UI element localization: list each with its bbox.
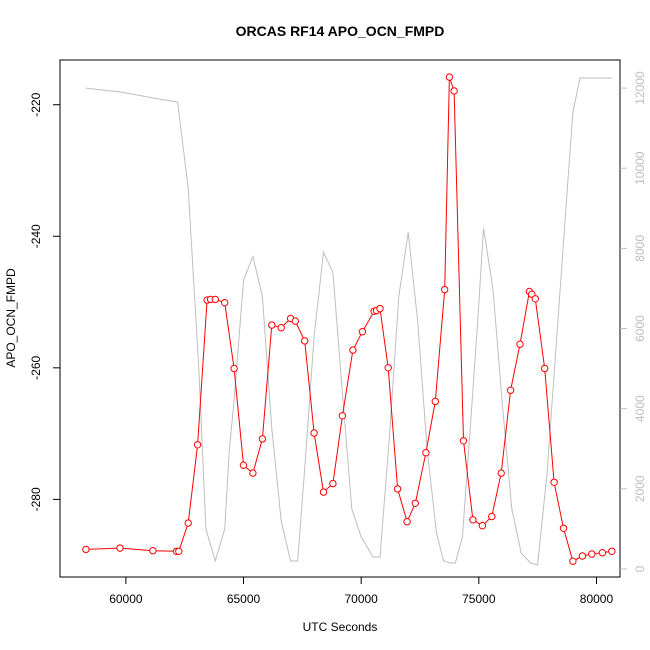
data-point (578, 552, 587, 560)
data-point (376, 304, 384, 313)
data-point (384, 364, 392, 372)
y-tick-label: -220 (29, 92, 43, 116)
y-tick-label: -280 (29, 487, 43, 511)
data-point (277, 324, 285, 332)
data-point (310, 429, 318, 437)
data-point (559, 524, 568, 532)
x-tick-label: 65000 (227, 592, 261, 606)
data-point (116, 544, 124, 552)
y2-tick-label: 2000 (633, 475, 647, 502)
x-tick-label: 80000 (580, 592, 614, 606)
data-point (450, 87, 458, 95)
data-point (445, 73, 454, 81)
y2-tick-label: 8000 (633, 235, 647, 262)
data-point (393, 485, 402, 493)
data-point (221, 299, 229, 307)
data-point (478, 522, 487, 530)
data-point (497, 469, 505, 477)
y2-tick-label: 4000 (633, 395, 647, 422)
y2-tick-label: 12000 (633, 71, 647, 105)
data-point (588, 550, 596, 558)
y-axis-label: APO_OCN_FMPD (4, 268, 18, 368)
data-point (175, 547, 183, 555)
x-tick-label: 75000 (462, 592, 496, 606)
data-point (230, 364, 238, 373)
data-point (459, 437, 468, 445)
data-point (349, 346, 357, 354)
data-point (291, 317, 299, 325)
data-point (531, 295, 539, 303)
data-point (193, 441, 202, 449)
plot-layer: 60000 65000 70000 75000 80000-280-260-240-22… (29, 59, 647, 606)
plot-frame (59, 59, 621, 578)
data-point (608, 547, 616, 555)
data-point (82, 545, 90, 554)
data-point (149, 547, 157, 555)
data-point (211, 295, 220, 304)
data-point (422, 449, 430, 457)
y-tick-label: -240 (29, 224, 43, 248)
data-point (506, 386, 515, 394)
data-point (319, 488, 328, 496)
y2-tick-label: 0 (633, 565, 647, 572)
data-point (268, 321, 276, 329)
data-point (598, 549, 607, 557)
data-point (338, 412, 347, 420)
data-point (488, 512, 496, 521)
data-point (403, 518, 411, 526)
data-point (441, 285, 449, 294)
data-point (329, 479, 337, 488)
data-point (184, 519, 192, 527)
data-point (358, 328, 367, 336)
y2-tick-label: 6000 (633, 315, 647, 342)
data-point (249, 469, 257, 477)
x-axis-label: UTC Seconds (303, 620, 378, 634)
data-point (516, 340, 524, 348)
data-point (239, 461, 248, 469)
x-tick-label: 70000 (344, 592, 378, 606)
data-point (541, 364, 549, 373)
data-point (411, 499, 419, 507)
data-point (550, 478, 558, 486)
data-point (301, 337, 309, 345)
data-point (431, 397, 439, 406)
x-tick-label: 60000 (109, 592, 143, 606)
data-point (469, 516, 477, 524)
data-point (569, 557, 577, 565)
chart-title: ORCAS RF14 APO_OCN_FMPD (236, 23, 445, 39)
data-point (258, 435, 267, 443)
y2-tick-label: 10000 (633, 151, 647, 185)
y-tick-label: -260 (29, 356, 43, 380)
series-line-right (85, 77, 612, 566)
